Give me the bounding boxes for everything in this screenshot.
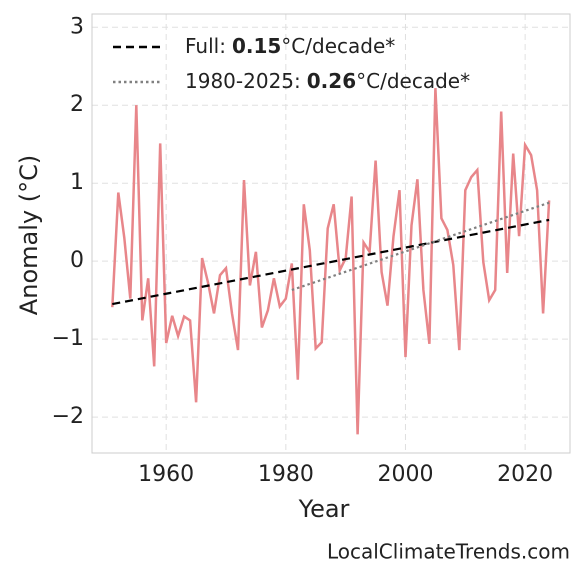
legend-unit: °C/decade* (281, 34, 395, 58)
x-tick-label: 2000 (377, 462, 433, 487)
y-axis-title: Anomaly (°C) (15, 155, 43, 315)
legend-name: Full: (185, 34, 226, 58)
legend-label: Full: 0.15°C/decade* (185, 34, 395, 58)
legend-rate: 0.15 (232, 34, 281, 58)
x-tick-label: 2020 (497, 462, 553, 487)
watermark: LocalClimateTrends.com (327, 540, 570, 564)
y-tick-label: 1 (70, 170, 84, 195)
y-tick-label: 2 (70, 92, 84, 117)
y-tick-label: −2 (52, 404, 84, 429)
x-axis-title: Year (298, 495, 350, 523)
y-tick-label: −1 (52, 326, 84, 351)
plot-frame (91, 13, 571, 454)
legend-rate: 0.26 (307, 69, 356, 93)
y-tick-label: 3 (70, 14, 84, 39)
trend-line (291, 201, 550, 292)
y-tick-label: 0 (70, 248, 84, 273)
x-tick-label: 1980 (258, 462, 314, 487)
legend-label: 1980-2025: 0.26°C/decade* (185, 69, 470, 93)
data-line (111, 88, 551, 435)
legend-unit: °C/decade* (356, 69, 470, 93)
x-tick-label: 1960 (138, 462, 194, 487)
legend-name: 1980-2025: (185, 69, 301, 93)
trend-line (112, 218, 550, 306)
